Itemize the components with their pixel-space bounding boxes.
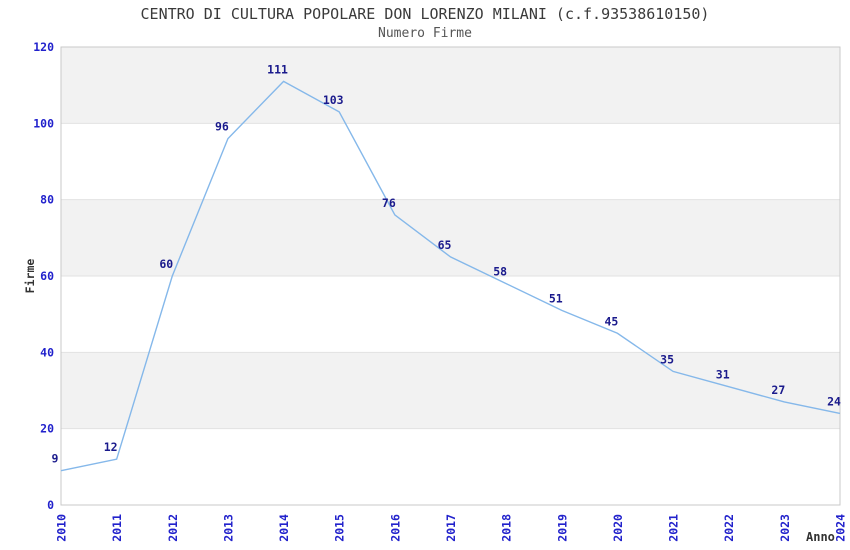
x-tick-label: 2019	[555, 514, 569, 542]
x-tick-label: 2023	[778, 514, 792, 542]
plot-band	[61, 123, 840, 200]
x-tick-label: 2012	[166, 514, 180, 542]
y-tick-label: 0	[47, 498, 54, 512]
data-point-label: 9	[52, 452, 59, 466]
data-point-label: 51	[549, 291, 563, 305]
data-point-label: 76	[382, 196, 396, 210]
plot-band	[61, 47, 840, 124]
x-tick-label: 2022	[722, 514, 736, 542]
data-point-label: 45	[604, 314, 618, 328]
x-tick-label: 2015	[333, 514, 347, 542]
x-tick-label: 2024	[834, 514, 848, 542]
x-tick-label: 2016	[388, 514, 402, 542]
y-tick-label: 100	[33, 116, 54, 130]
x-tick-label: 2014	[277, 514, 291, 542]
y-tick-label: 40	[40, 345, 54, 359]
x-tick-label: 2018	[500, 514, 514, 542]
y-tick-label: 120	[33, 40, 54, 54]
x-tick-label: 2013	[221, 514, 235, 542]
plot-border	[60, 46, 841, 506]
plot-band	[61, 352, 840, 429]
data-point-label: 27	[771, 383, 785, 397]
x-axis-label: Anno	[806, 530, 835, 544]
plot-band	[61, 199, 840, 276]
x-tick-label: 2011	[110, 514, 124, 542]
data-point-label: 12	[104, 440, 118, 454]
data-point-label: 31	[716, 368, 730, 382]
data-line	[60, 80, 841, 472]
plot-band	[61, 276, 840, 353]
y-tick-label: 20	[40, 422, 54, 436]
chart-title: CENTRO DI CULTURA POPOLARE DON LORENZO M…	[140, 5, 710, 23]
data-point-label: 24	[827, 394, 841, 408]
y-tick-label: 80	[40, 193, 54, 207]
data-point-label: 58	[493, 265, 507, 279]
data-point-label: 35	[660, 352, 674, 366]
x-tick-label: 2017	[444, 514, 458, 542]
data-point-label: 111	[267, 62, 288, 76]
data-point-label: 96	[215, 120, 229, 134]
y-tick-label: 60	[40, 269, 54, 283]
plot-band	[61, 428, 840, 505]
data-point-label: 65	[438, 238, 452, 252]
data-point-label: 60	[159, 257, 173, 271]
x-tick-label: 2020	[611, 514, 625, 542]
data-point-label: 103	[323, 93, 344, 107]
x-tick-label: 2021	[667, 514, 681, 542]
x-tick-label: 2010	[55, 514, 69, 542]
chart-subtitle: Numero Firme	[378, 26, 472, 41]
